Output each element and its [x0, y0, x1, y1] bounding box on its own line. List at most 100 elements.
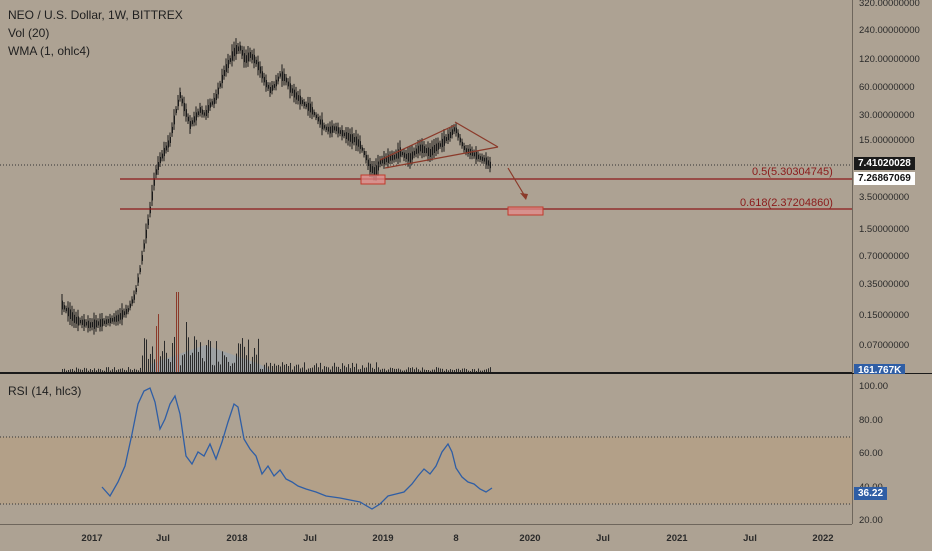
candle-body: [395, 153, 397, 159]
volume-bar: [108, 367, 109, 372]
candle-body: [427, 147, 429, 156]
candle-body: [103, 320, 105, 324]
time-label: 2020: [519, 533, 541, 544]
candle-body: [373, 167, 375, 176]
rsi-legend[interactable]: RSI (14, hlc3): [8, 384, 82, 398]
volume-bar: [358, 369, 359, 372]
candle-body: [367, 159, 369, 167]
price-pane[interactable]: NEO / U.S. Dollar, 1W, BITTREX Vol (20) …: [0, 0, 852, 373]
volume-bar: [98, 368, 99, 372]
volume-bar: [172, 343, 173, 372]
volume-bar: [208, 339, 209, 372]
time-axis[interactable]: 2017 Jul 2018 Jul 2019 8 2020 Jul 2021 J…: [0, 524, 852, 551]
candle-body: [185, 109, 187, 117]
candle-body: [337, 127, 339, 134]
time-label: Jul: [743, 533, 757, 544]
symbol-title[interactable]: NEO / U.S. Dollar, 1W, BITTREX: [8, 8, 183, 22]
price-label: 120.00000000: [859, 54, 920, 65]
candle-body: [79, 320, 81, 324]
candle-body: [195, 112, 197, 121]
wma-legend[interactable]: WMA (1, ohlc4): [8, 44, 91, 58]
pane-divider[interactable]: [0, 372, 932, 374]
volume-bar: [432, 369, 433, 372]
rsi-scale[interactable]: 100.00 80.00 60.00 40.00 20.00 36.22: [852, 374, 932, 526]
rsi-chart[interactable]: [0, 374, 852, 524]
candle-body: [89, 322, 91, 328]
volume-bar: [458, 368, 459, 372]
volume-bar: [66, 370, 67, 372]
candle-body: [171, 126, 173, 134]
volume-bar: [478, 368, 479, 372]
candle-body: [187, 116, 189, 122]
volume-bar: [232, 363, 233, 372]
volume-bar: [100, 369, 101, 372]
candle-body: [397, 149, 399, 159]
candle-body: [487, 160, 489, 166]
candle-body: [83, 319, 85, 327]
candle-body: [73, 314, 75, 323]
candle-body: [99, 319, 101, 327]
candle-body: [227, 59, 229, 69]
volume-bar: [318, 367, 319, 372]
volume-bar: [250, 363, 251, 372]
candle-body: [279, 73, 281, 77]
candle-body: [343, 132, 345, 137]
candle-body: [295, 92, 297, 100]
volume-bar: [128, 367, 129, 372]
candle-body: [105, 319, 107, 325]
candle-body: [137, 277, 139, 283]
rsi-value-badge: 36.22: [854, 487, 888, 500]
candle-body: [209, 102, 211, 108]
volume-bar: [476, 370, 477, 372]
volume-bar: [194, 336, 195, 372]
candle-body: [471, 150, 473, 156]
price-label: 30.00000000: [859, 110, 915, 121]
candle-body: [325, 126, 327, 131]
time-label: 2017: [81, 533, 103, 544]
volume-bar: [280, 366, 281, 372]
volume-bar: [176, 292, 177, 372]
volume-bar: [74, 370, 75, 372]
candle-body: [357, 139, 359, 147]
price-scale[interactable]: 320.00000000 240.00000000 120.00000000 6…: [852, 0, 932, 377]
candle-body: [205, 109, 207, 117]
volume-bar: [390, 367, 391, 372]
volume-bar: [154, 359, 155, 372]
volume-bar: [178, 292, 179, 372]
volume-bar: [102, 370, 103, 372]
channel-lower: [384, 146, 499, 169]
candle-body: [331, 125, 333, 133]
volume-legend[interactable]: Vol (20): [8, 26, 50, 40]
volume-bar: [360, 368, 361, 372]
candle-body: [247, 52, 249, 62]
candle-body: [133, 294, 135, 300]
candle-body: [351, 134, 353, 144]
candle-body: [455, 127, 457, 134]
volume-bar: [214, 365, 215, 372]
volume-bar: [468, 370, 469, 372]
candle-body: [273, 84, 275, 88]
candle-body: [297, 95, 299, 101]
volume-bar: [120, 368, 121, 372]
volume-bar: [268, 366, 269, 372]
candle-body: [245, 55, 247, 63]
candle-body: [129, 303, 131, 308]
candle-body: [197, 111, 199, 116]
volume-bar: [452, 369, 453, 372]
rsi-pane[interactable]: RSI (14, hlc3): [0, 374, 852, 524]
price-chart[interactable]: [0, 0, 852, 373]
time-label: Jul: [303, 533, 317, 544]
candle-body: [181, 98, 183, 104]
volume-bar: [148, 358, 149, 372]
volume-bar: [286, 363, 287, 372]
candle-body: [275, 79, 277, 87]
volume-bar: [116, 370, 117, 372]
volume-bar: [328, 367, 329, 372]
volume-bar: [96, 370, 97, 372]
volume-bar: [444, 370, 445, 372]
volume-bar: [330, 369, 331, 372]
candle-body: [107, 319, 109, 324]
candle-body: [259, 66, 261, 74]
volume-bar: [270, 362, 271, 372]
volume-bar: [156, 326, 157, 372]
